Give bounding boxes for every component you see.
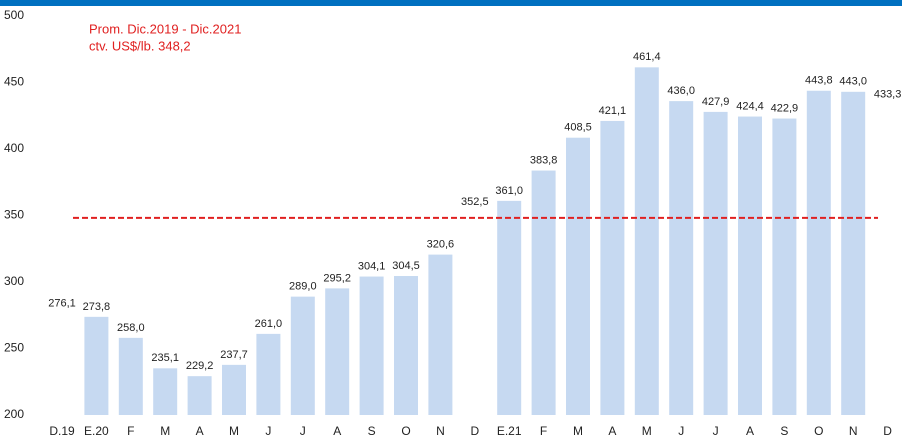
bar xyxy=(325,288,350,415)
x-tick-label: M xyxy=(160,424,170,438)
value-label: 427,9 xyxy=(702,96,730,108)
top-band xyxy=(0,0,902,6)
y-tick-label: 200 xyxy=(4,407,24,421)
bar xyxy=(153,368,178,415)
x-tick-label: D xyxy=(883,424,892,438)
bar xyxy=(772,118,797,415)
value-label: 433,3 xyxy=(874,89,902,101)
bar xyxy=(222,364,246,415)
x-tick-label: A xyxy=(608,424,616,438)
value-label: 443,0 xyxy=(839,76,867,88)
value-label: 237,7 xyxy=(220,349,248,361)
x-tick-label: A xyxy=(196,424,204,438)
value-label: 261,0 xyxy=(255,318,283,330)
value-label: 304,1 xyxy=(358,260,386,272)
y-tick-label: 250 xyxy=(4,341,24,355)
value-label: 461,4 xyxy=(633,51,661,63)
bar xyxy=(256,333,281,415)
value-label: 289,0 xyxy=(289,281,317,293)
value-label: 421,1 xyxy=(599,105,627,117)
x-tick-label: F xyxy=(540,424,547,438)
x-tick-label: O xyxy=(814,424,823,438)
x-tick-label: S xyxy=(780,424,788,438)
x-tick-label: D xyxy=(470,424,479,438)
value-label: 422,9 xyxy=(771,102,799,114)
x-tick-label: A xyxy=(333,424,341,438)
value-label: 361,0 xyxy=(495,185,523,197)
x-tick-label: N xyxy=(849,424,858,438)
value-label: 258,0 xyxy=(117,322,145,334)
value-label: 304,5 xyxy=(392,260,420,272)
bar xyxy=(875,104,900,415)
y-tick-label: 400 xyxy=(4,141,24,155)
bar xyxy=(703,111,728,415)
value-label: 383,8 xyxy=(530,154,558,166)
x-tick-label: E.20 xyxy=(84,424,109,438)
x-tick-label: F xyxy=(127,424,134,438)
x-tick-label: A xyxy=(746,424,754,438)
bar xyxy=(462,212,487,415)
x-tick-label: M xyxy=(642,424,652,438)
bar xyxy=(566,137,590,415)
value-label: 229,2 xyxy=(186,360,214,372)
bar xyxy=(531,170,556,415)
annotation: Prom. Dic.2019 - Dic.2021 xyxy=(89,21,241,36)
value-label: 443,8 xyxy=(805,75,833,87)
bar xyxy=(669,101,694,416)
x-tick-label: N xyxy=(436,424,445,438)
x-tick-label: J xyxy=(678,424,684,438)
value-label: 408,5 xyxy=(564,122,592,134)
x-tick-label: M xyxy=(573,424,583,438)
y-tick-label: 500 xyxy=(4,8,24,22)
x-tick-label: J xyxy=(265,424,271,438)
bar xyxy=(634,67,659,415)
value-label: 276,1 xyxy=(48,298,76,310)
bar xyxy=(841,91,866,415)
bar xyxy=(359,276,384,415)
value-label: 235,1 xyxy=(151,352,179,364)
value-label: 320,6 xyxy=(427,239,455,251)
bar xyxy=(118,337,143,415)
bar xyxy=(497,200,522,415)
bar xyxy=(394,276,418,415)
x-tick-label: J xyxy=(300,424,306,438)
value-label: 424,4 xyxy=(736,100,764,112)
y-tick-label: 350 xyxy=(4,208,24,222)
value-label: 295,2 xyxy=(323,272,351,284)
x-tick-label: M xyxy=(229,424,239,438)
annotation: ctv. US$/lb. 348,2 xyxy=(89,38,191,53)
x-tick-label: E.21 xyxy=(497,424,522,438)
x-tick-label: S xyxy=(368,424,376,438)
bar xyxy=(806,90,831,415)
bar xyxy=(428,254,453,415)
y-tick-label: 450 xyxy=(4,75,24,89)
value-label: 352,5 xyxy=(461,196,489,208)
bar xyxy=(50,313,74,415)
bar xyxy=(290,296,315,415)
bar xyxy=(600,120,625,415)
x-tick-label: J xyxy=(713,424,719,438)
bar xyxy=(738,116,762,415)
bar xyxy=(187,376,212,415)
value-label: 273,8 xyxy=(83,301,111,313)
bar xyxy=(84,316,109,415)
y-tick-label: 300 xyxy=(4,274,24,288)
x-tick-label: D.19 xyxy=(49,424,75,438)
x-tick-label: O xyxy=(401,424,410,438)
value-label: 436,0 xyxy=(667,85,695,97)
